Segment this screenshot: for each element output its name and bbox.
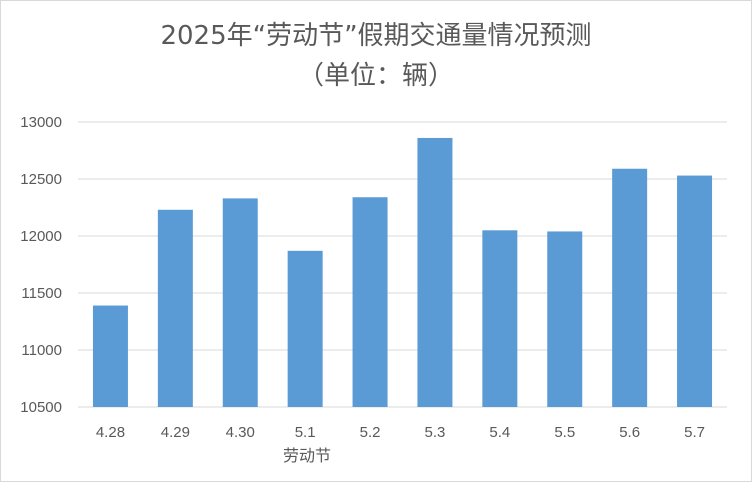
chart-title: 2025年“劳动节”假期交通量情况预测: [160, 21, 592, 51]
x-tick-label: 5.3: [425, 424, 446, 441]
y-tick-label: 13000: [20, 114, 62, 131]
bar-5.2: [352, 197, 388, 407]
x-tick-label: 4.30: [226, 424, 255, 441]
x-axis-label: 劳动节: [283, 446, 331, 465]
x-tick-label: 5.7: [684, 424, 705, 441]
bars: [92, 137, 713, 407]
y-tick-label: 10500: [20, 399, 62, 416]
y-tick-label: 12500: [20, 171, 62, 188]
x-tick-label: 4.29: [161, 424, 190, 441]
x-tick-label: 5.1: [295, 424, 316, 441]
bar-4.30: [222, 198, 258, 407]
bar-4.29: [157, 209, 193, 407]
bar-5.6: [612, 168, 648, 407]
x-tick-label: 5.5: [554, 424, 575, 441]
bar-5.7: [677, 175, 713, 407]
bar-5.1: [287, 250, 323, 407]
chart-subtitle: （单位：辆）: [297, 61, 454, 91]
bar-5.4: [482, 230, 518, 407]
y-tick-label: 12000: [20, 228, 62, 245]
y-axis-ticks: 10500 11000 11500 12000 12500 13000: [20, 114, 62, 416]
x-tick-label: 5.4: [489, 424, 510, 441]
x-tick-label: 4.28: [96, 424, 125, 441]
bar-5.5: [547, 231, 583, 407]
x-tick-label: 5.6: [619, 424, 640, 441]
bar-5.3: [417, 137, 453, 407]
y-tick-label: 11000: [21, 342, 62, 359]
bar-4.28: [92, 305, 128, 407]
x-axis-ticks: 4.28 4.29 4.30 5.1 5.2 5.3 5.4 5.5 5.6 5.7: [96, 424, 705, 441]
x-tick-label: 5.2: [360, 424, 381, 441]
y-tick-label: 11500: [21, 285, 62, 302]
